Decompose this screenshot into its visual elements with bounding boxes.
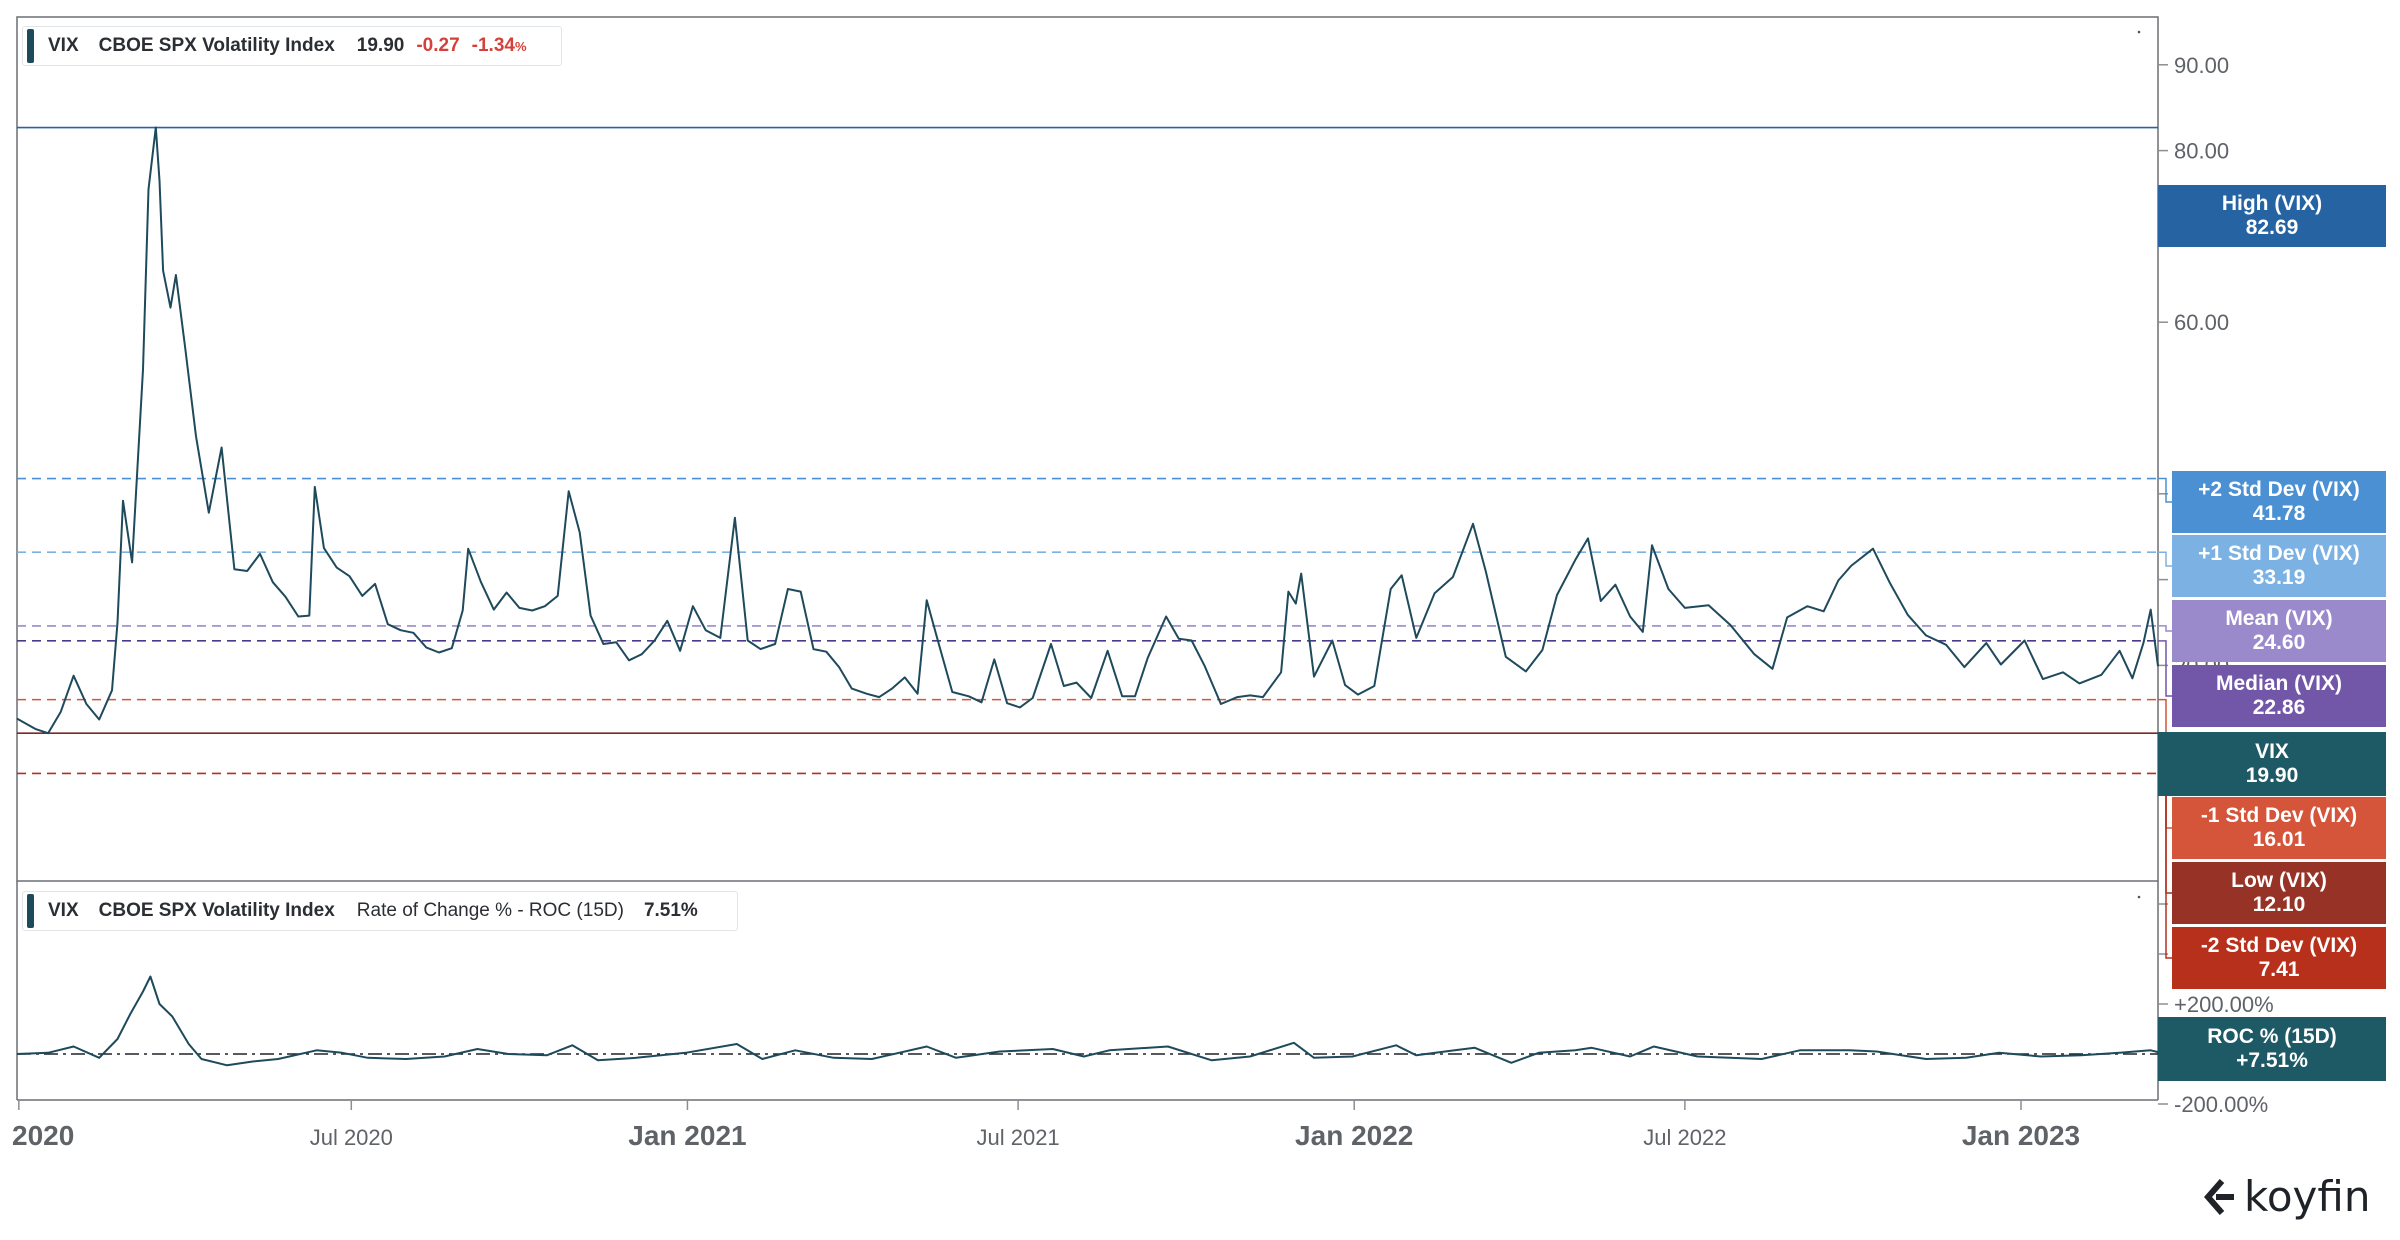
koyfin-logo: koyfin [2200,1172,2370,1221]
price-tag: -1 Std Dev (VIX) 16.01 [2172,797,2386,859]
x-axis-label: Jul 2021 [976,1125,1059,1150]
legend-name: CBOE SPX Volatility Index [98,35,335,56]
tag-connector [2158,772,2172,959]
tag-connector [2158,625,2172,632]
price-tag-value: 16.01 [2252,828,2306,851]
price-tag-title: -1 Std Dev (VIX) [2200,804,2358,827]
vix-series-line [16,126,2159,735]
legend-last: 19.90 [356,35,405,56]
x-axis-label: Jan 2022 [1295,1120,1413,1151]
pane-dot [2137,30,2141,34]
x-axis-label: Jan 2023 [1962,1120,2080,1151]
x-axis-label: Jan 2021 [628,1120,746,1151]
tag-connector [2158,640,2172,697]
roc-series-line [16,975,2159,1067]
price-tag-value: +7.51% [2236,1049,2308,1072]
price-tag-value: 82.69 [2245,216,2299,239]
tag-connector [2158,551,2172,567]
lower-legend: VIX CBOE SPX Volatility Index Rate of Ch… [22,891,738,931]
price-tag: High (VIX) 82.69 [2158,185,2386,247]
y-axis-label: 90.00 [2174,53,2229,78]
x-axis-label: 2020 [12,1120,74,1151]
koyfin-logo-icon [2204,1178,2234,1215]
x-axis-label: Jul 2022 [1643,1125,1726,1150]
price-tag: +2 Std Dev (VIX) 41.78 [2172,471,2386,533]
legend-roc-value: 7.51% [643,900,698,921]
price-tag: VIX 19.90 [2158,732,2386,796]
pane-dot [2137,895,2141,899]
price-tag: -2 Std Dev (VIX) 7.41 [2172,927,2386,989]
legend-name: CBOE SPX Volatility Index [98,900,335,921]
legend-indicator: Rate of Change % - ROC (15D) [356,900,624,921]
price-tag-value: 24.60 [2252,631,2306,654]
price-tag: +1 Std Dev (VIX) 33.19 [2172,535,2386,597]
legend-ticker: VIX [48,900,79,921]
price-tag-title: -2 Std Dev (VIX) [2200,934,2358,957]
price-tag-value: 7.41 [2258,958,2300,981]
tag-connector [2158,477,2172,503]
price-tag: Mean (VIX) 24.60 [2172,600,2386,662]
y-axis-label: 80.00 [2174,139,2229,164]
legend-change-pct: -1.34% [471,35,527,56]
price-tag-title: Mean (VIX) [2225,607,2333,630]
price-tag-value: 33.19 [2252,566,2306,589]
price-tag-value: 12.10 [2252,893,2306,916]
price-tag: ROC % (15D) +7.51% [2158,1017,2386,1081]
series-swatch [27,894,34,928]
price-tag-title: Low (VIX) [2231,869,2327,892]
price-tag-value: 22.86 [2252,696,2306,719]
price-tag-title: +1 Std Dev (VIX) [2198,542,2360,565]
roc-y-axis-label: -200.00% [2174,1092,2268,1117]
price-tag-title: VIX [2255,740,2289,763]
main-legend: VIX CBOE SPX Volatility Index 19.90 -0.2… [22,26,562,66]
price-tag-value: 41.78 [2252,502,2306,525]
price-tag: Low (VIX) 12.10 [2172,862,2386,924]
price-tag-value: 19.90 [2245,764,2299,787]
main-pane-frame [16,16,2159,882]
price-tag-title: High (VIX) [2221,192,2323,215]
price-tag-title: ROC % (15D) [2207,1025,2337,1048]
price-tag-title: +2 Std Dev (VIX) [2198,478,2360,501]
legend-change: -0.27 [416,35,460,56]
brand-name: koyfin [2244,1172,2371,1221]
price-tag-title: Median (VIX) [2215,672,2342,695]
y-axis-label: 60.00 [2174,310,2229,335]
price-tag: Median (VIX) 22.86 [2172,665,2386,727]
series-swatch [27,29,34,63]
x-axis-label: Jul 2020 [310,1125,393,1150]
roc-y-axis-label: +200.00% [2174,992,2274,1017]
legend-ticker: VIX [48,35,79,56]
